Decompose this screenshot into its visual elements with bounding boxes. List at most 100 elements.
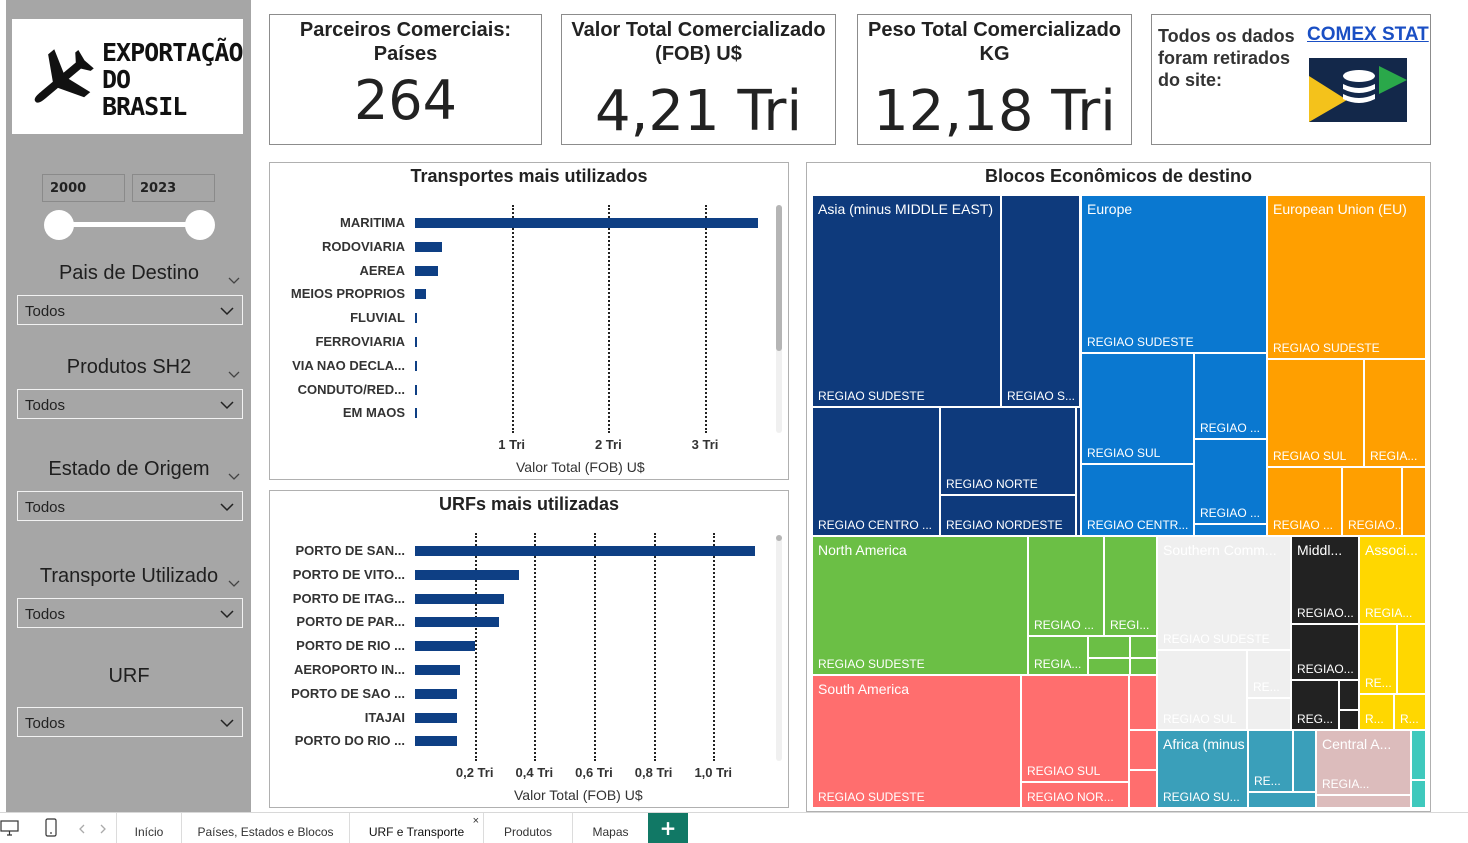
treemap-cell[interactable]: REGIAO NORTE <box>940 407 1076 495</box>
transporte-filter-header[interactable]: Transporte Utilizado <box>17 565 241 588</box>
treemap-cell[interactable] <box>1411 780 1426 808</box>
treemap-cell[interactable] <box>1088 636 1130 658</box>
bar[interactable] <box>415 360 417 371</box>
treemap-cell[interactable]: REGIAO SUL <box>1157 650 1247 730</box>
tab-produtos[interactable]: Produtos <box>484 813 573 843</box>
bar[interactable] <box>415 218 759 228</box>
treemap-cell[interactable] <box>1316 795 1411 808</box>
treemap-block-southern-common-market[interactable]: Southern Comm... REGIAO SUDESTE <box>1157 536 1291 650</box>
bar[interactable] <box>415 736 457 747</box>
chevron-down-icon[interactable] <box>227 470 241 484</box>
bar[interactable] <box>415 289 426 300</box>
treemap-cell[interactable] <box>1402 467 1426 536</box>
treemap-cell[interactable]: REGI... <box>1104 536 1157 636</box>
tab-paises-estados-blocos[interactable]: Países, Estados e Blocos <box>182 813 350 843</box>
treemap-cell[interactable] <box>1411 730 1426 780</box>
treemap-block-south-america[interactable]: South America REGIAO SUDESTE <box>812 675 1021 808</box>
treemap-cell[interactable] <box>1339 680 1359 710</box>
treemap-cell[interactable] <box>1248 792 1316 808</box>
year-slider-end-handle[interactable] <box>185 210 215 240</box>
bar[interactable] <box>415 384 417 395</box>
treemap-cell[interactable]: REGIAO ... <box>1028 536 1104 636</box>
treemap-cell[interactable]: RE... <box>1247 650 1291 698</box>
treemap-cell[interactable]: R... <box>1394 694 1426 730</box>
year-start-input[interactable]: 2000 <box>42 174 125 202</box>
urf-scrollbar-thumb[interactable] <box>776 535 782 541</box>
treemap-block-central-america[interactable]: Central A... REGIA... <box>1316 730 1411 795</box>
bar[interactable] <box>415 265 439 276</box>
treemap-cell[interactable]: REGIAO... <box>1291 624 1359 680</box>
treemap-cell[interactable]: REGIA... <box>1028 636 1088 675</box>
year-slider-track[interactable] <box>60 222 200 227</box>
chevron-down-icon[interactable] <box>227 577 241 591</box>
chevron-left-icon[interactable] <box>78 824 86 834</box>
treemap-cell[interactable] <box>1130 636 1157 658</box>
bar[interactable] <box>415 546 755 556</box>
tab-mapas[interactable]: Mapas <box>573 813 649 843</box>
treemap-block-north-america[interactable]: North America REGIAO SUDESTE <box>812 536 1028 675</box>
treemap-cell[interactable] <box>1088 658 1130 675</box>
treemap-cell[interactable]: REGIAO CENTR... <box>1081 464 1194 536</box>
bar[interactable] <box>415 241 443 252</box>
bar[interactable] <box>415 337 417 347</box>
chevron-down-icon[interactable] <box>227 274 241 288</box>
comex-stat-link[interactable]: COMEX STAT <box>1307 24 1429 45</box>
produtos-filter-header[interactable]: Produtos SH2 <box>17 356 241 379</box>
year-slider-start-handle[interactable] <box>44 210 74 240</box>
treemap-block-asia[interactable]: Asia (minus MIDDLE EAST) REGIAO SUDESTE <box>812 195 1001 407</box>
treemap-cell[interactable] <box>1076 407 1081 536</box>
treemap-cell[interactable]: REGIAO CENTRO ... <box>812 407 940 536</box>
treemap-cell[interactable] <box>1293 730 1316 792</box>
treemap-cell[interactable]: REG... <box>1291 680 1339 730</box>
treemap-cell[interactable]: REGIAO NORDESTE <box>940 495 1076 536</box>
treemap-block-africa[interactable]: Africa (minus MIDDL... REGIAO SU... <box>1157 730 1248 808</box>
tab-inicio[interactable]: Início <box>116 813 182 843</box>
desktop-view-icon[interactable] <box>0 819 20 837</box>
treemap-cell[interactable]: RE... <box>1359 624 1397 694</box>
bar[interactable] <box>415 641 475 652</box>
treemap-cell[interactable] <box>1247 698 1291 730</box>
estado-dropdown[interactable]: Todos <box>17 491 243 521</box>
treemap-cell[interactable]: REGIAO SUL <box>1081 353 1194 464</box>
chevron-down-icon[interactable] <box>227 368 241 382</box>
treemap-cell[interactable]: REGIAO ... <box>1194 353 1267 439</box>
year-end-input[interactable]: 2023 <box>132 174 215 202</box>
treemap-cell[interactable]: REGIAO NOR... <box>1021 782 1129 808</box>
bar[interactable] <box>415 593 505 604</box>
treemap-cell[interactable] <box>1129 770 1157 808</box>
treemap-cell[interactable]: REGIAO SUL <box>1021 675 1129 782</box>
bar[interactable] <box>415 617 499 628</box>
treemap-cell[interactable] <box>1194 524 1267 536</box>
pais-filter-header[interactable]: Pais de Destino <box>17 262 241 285</box>
treemap-cell[interactable]: R... <box>1359 694 1394 730</box>
bar[interactable] <box>415 408 417 419</box>
bar[interactable] <box>415 665 460 675</box>
add-page-button[interactable]: + <box>648 813 688 843</box>
treemap-block-associacao[interactable]: Associ... REGIA... <box>1359 536 1426 624</box>
treemap-cell[interactable]: RE... <box>1248 730 1293 792</box>
treemap-cell[interactable]: REGIA... <box>1364 359 1426 467</box>
comex-stat-logo-icon[interactable] <box>1309 58 1407 122</box>
treemap-cell[interactable]: REGIAO ... <box>1194 439 1267 524</box>
bar[interactable] <box>415 569 520 580</box>
tab-urf-transporte[interactable]: URF e Transporte × <box>350 813 484 843</box>
bar[interactable] <box>415 313 417 324</box>
mobile-view-icon[interactable] <box>44 818 58 838</box>
treemap-cell[interactable] <box>1397 624 1426 694</box>
close-icon[interactable]: × <box>472 815 479 827</box>
treemap-block-middle-east[interactable]: Middl... REGIAO... <box>1291 536 1359 624</box>
transportes-scrollbar-thumb[interactable] <box>776 205 782 351</box>
treemap-block-europe[interactable]: Europe REGIAO SUDESTE <box>1081 195 1267 353</box>
bar[interactable] <box>415 712 457 723</box>
treemap-cell[interactable]: REGIAO SUL <box>1267 359 1364 467</box>
estado-filter-header[interactable]: Estado de Origem <box>17 458 241 481</box>
treemap-block-eu[interactable]: European Union (EU) REGIAO SUDESTE <box>1267 195 1426 359</box>
treemap-cell[interactable] <box>1129 675 1157 730</box>
urf-dropdown[interactable]: Todos <box>17 707 243 737</box>
treemap-cell[interactable]: REGIAO... <box>1342 467 1402 536</box>
bar[interactable] <box>415 688 457 699</box>
treemap-cell[interactable] <box>1129 730 1157 770</box>
chevron-right-icon[interactable] <box>99 824 107 834</box>
treemap-cell[interactable]: REGIAO S... <box>1001 195 1080 407</box>
treemap-cell[interactable]: REGIAO ... <box>1267 467 1342 536</box>
